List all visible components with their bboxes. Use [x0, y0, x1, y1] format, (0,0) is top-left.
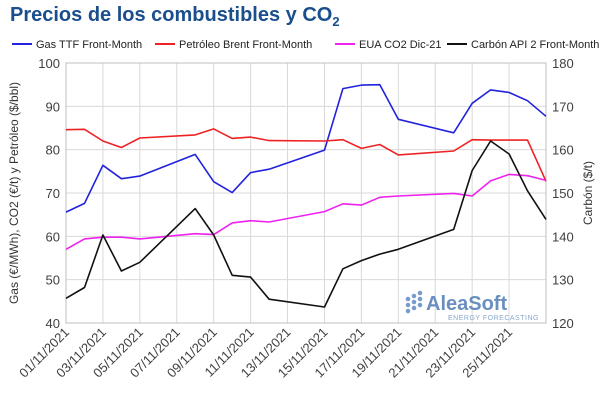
legend: Gas TTF Front-Month Petróleo Brent Front-…	[12, 39, 599, 51]
logo-name: AleaSoft	[426, 293, 507, 315]
y-tick-right-label: 170	[552, 99, 574, 114]
y-tick-left-label: 60	[46, 229, 60, 244]
legend-label: Petróleo Brent Front-Month	[179, 39, 312, 51]
legend-label: Gas TTF Front-Month	[36, 39, 142, 51]
y-tick-right-label: 140	[552, 229, 574, 244]
y-tick-right-label: 180	[552, 56, 574, 71]
y-tick-left-label: 100	[38, 56, 60, 71]
series-layer	[65, 83, 547, 308]
logo-mark-icon	[405, 290, 423, 314]
legend-label: EUA CO2 Dic-21	[359, 39, 442, 51]
y-tick-left-label: 80	[46, 143, 60, 158]
y-tick-left-label: 90	[46, 99, 60, 114]
y-tick-left-label: 40	[46, 316, 60, 331]
y-axis-left-title: Gas (€/MWh), CO2 (€/t) y Petróleo ($/bbl…	[7, 82, 21, 304]
y-tick-left-label: 70	[46, 186, 60, 201]
legend-label: Carbón API 2 Front-Month	[471, 39, 599, 51]
y-axis-right-title: Carbón ($/t)	[581, 161, 595, 225]
y-tick-right-label: 160	[552, 143, 574, 158]
y-tick-left-label: 50	[46, 273, 60, 288]
plot-area-border	[65, 62, 547, 324]
y-tick-right-label: 130	[552, 273, 574, 288]
grid	[65, 62, 546, 324]
series-line-3	[65, 140, 547, 308]
y-tick-right-label: 150	[552, 186, 574, 201]
series-line-1	[65, 128, 547, 182]
logo-tagline: ENERGY FORECASTING	[448, 315, 539, 322]
y-tick-right-label: 120	[552, 316, 574, 331]
series-line-2	[65, 173, 547, 250]
axes: 40506070809010012013014015016017018001/1…	[16, 56, 574, 380]
series-line-0	[65, 83, 547, 213]
chart-title: Precios de los combustibles y CO2	[10, 4, 340, 29]
aleasoft-logo: AleaSoft ENERGY FORECASTING	[405, 290, 539, 322]
